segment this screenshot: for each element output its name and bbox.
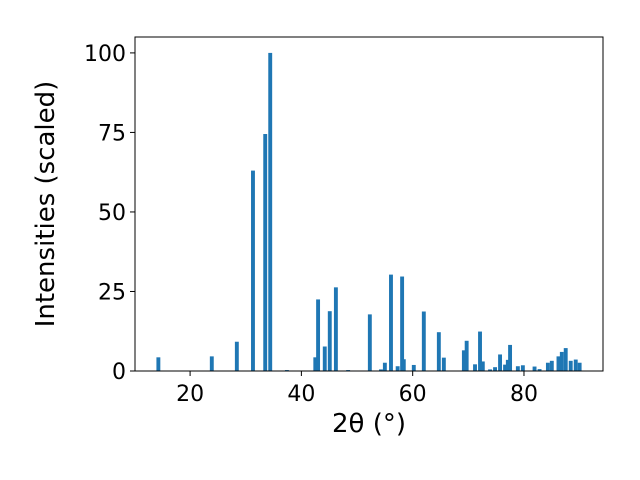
bar [545,362,550,371]
x-tick-label: 40 [287,382,315,407]
bar [480,361,485,371]
bar [532,366,537,371]
bar [549,360,554,371]
bar [209,356,214,371]
bar [577,362,582,371]
bar [573,359,578,371]
bar [263,134,268,371]
bar [327,311,332,371]
y-tick-label: 100 [84,42,126,67]
bar [563,348,568,371]
y-axis-label: Intensities (scaled) [31,81,61,328]
bar [473,364,477,371]
bar [313,357,318,371]
x-tick-label: 80 [510,382,538,407]
bar [251,170,255,371]
y-tick-label: 50 [98,201,126,226]
bar [367,314,372,371]
bar [401,359,406,371]
bar [379,369,383,371]
bar [436,332,441,371]
bar [488,369,492,371]
bar [559,351,564,371]
bar [421,311,426,371]
bar [156,357,161,371]
bar [395,366,400,371]
x-tick-label: 20 [176,382,204,407]
bar [503,364,508,371]
bar [505,359,510,371]
bar [382,362,387,371]
bar [493,367,497,371]
bar [316,299,321,371]
bar [234,341,239,371]
bar [400,276,405,371]
bar [411,364,416,371]
bar [478,331,482,371]
bar [515,366,520,371]
bar [508,344,513,371]
y-tick-label: 75 [98,121,126,146]
plot-frame [134,36,604,372]
bar [333,287,338,371]
y-tick-label: 0 [112,360,126,385]
bar [322,346,327,371]
bar [464,340,469,371]
bar [441,357,446,371]
bar [498,354,502,371]
bar [568,360,573,371]
bar [537,369,542,371]
bar [268,52,273,372]
bar [461,350,466,371]
x-axis-label: 2θ (°) [332,409,406,439]
bar [556,356,561,371]
x-tick-label: 60 [399,382,427,407]
y-tick-label: 25 [98,280,126,305]
bar [520,365,525,371]
bar [389,274,393,371]
